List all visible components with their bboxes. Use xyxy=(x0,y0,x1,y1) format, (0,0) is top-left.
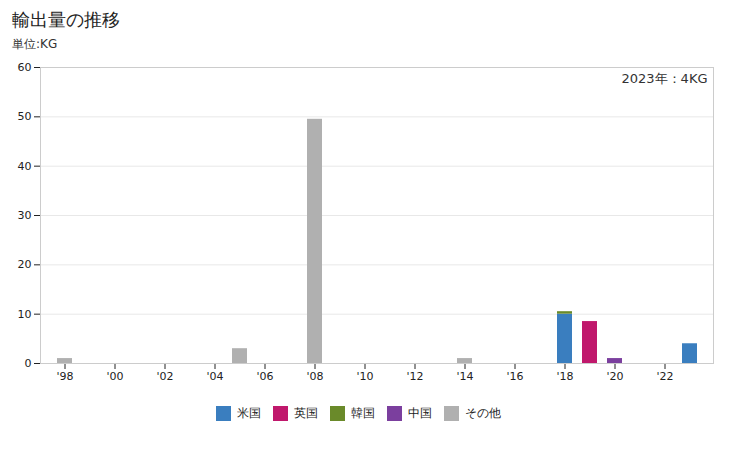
html-text:輸出量の推移: 輸出量の推移 xyxy=(12,9,120,30)
svg-text:'16: '16 xyxy=(506,370,523,383)
html-text:中国: 中国 xyxy=(408,406,432,420)
svg-text:'12: '12 xyxy=(406,370,423,383)
svg-text:50: 50 xyxy=(18,110,32,123)
svg-text:'00: '00 xyxy=(106,370,123,383)
svg-text:40: 40 xyxy=(18,160,32,173)
svg-text:20: 20 xyxy=(18,258,32,271)
html-text:その他: その他 xyxy=(465,406,501,420)
svg-text:2023年：4KG: 2023年：4KG xyxy=(622,71,708,86)
svg-text:'08: '08 xyxy=(306,370,323,383)
svg-text:'02: '02 xyxy=(156,370,173,383)
svg-text:'22: '22 xyxy=(656,370,673,383)
html-text:単位:KG: 単位:KG xyxy=(12,37,58,51)
svg-text:60: 60 xyxy=(18,61,32,74)
svg-text:'98: '98 xyxy=(56,370,73,383)
svg-text:0: 0 xyxy=(25,357,32,370)
svg-text:'18: '18 xyxy=(556,370,573,383)
svg-text:'10: '10 xyxy=(356,370,373,383)
html-text:英国: 英国 xyxy=(294,406,318,420)
html-text:米国: 米国 xyxy=(237,406,261,420)
svg-text:30: 30 xyxy=(18,209,32,222)
svg-text:'20: '20 xyxy=(606,370,623,383)
html-text:韓国: 韓国 xyxy=(351,406,375,420)
svg-text:'04: '04 xyxy=(206,370,223,383)
svg-text:'06: '06 xyxy=(256,370,273,383)
svg-text:'14: '14 xyxy=(456,370,473,383)
svg-text:10: 10 xyxy=(18,308,32,321)
